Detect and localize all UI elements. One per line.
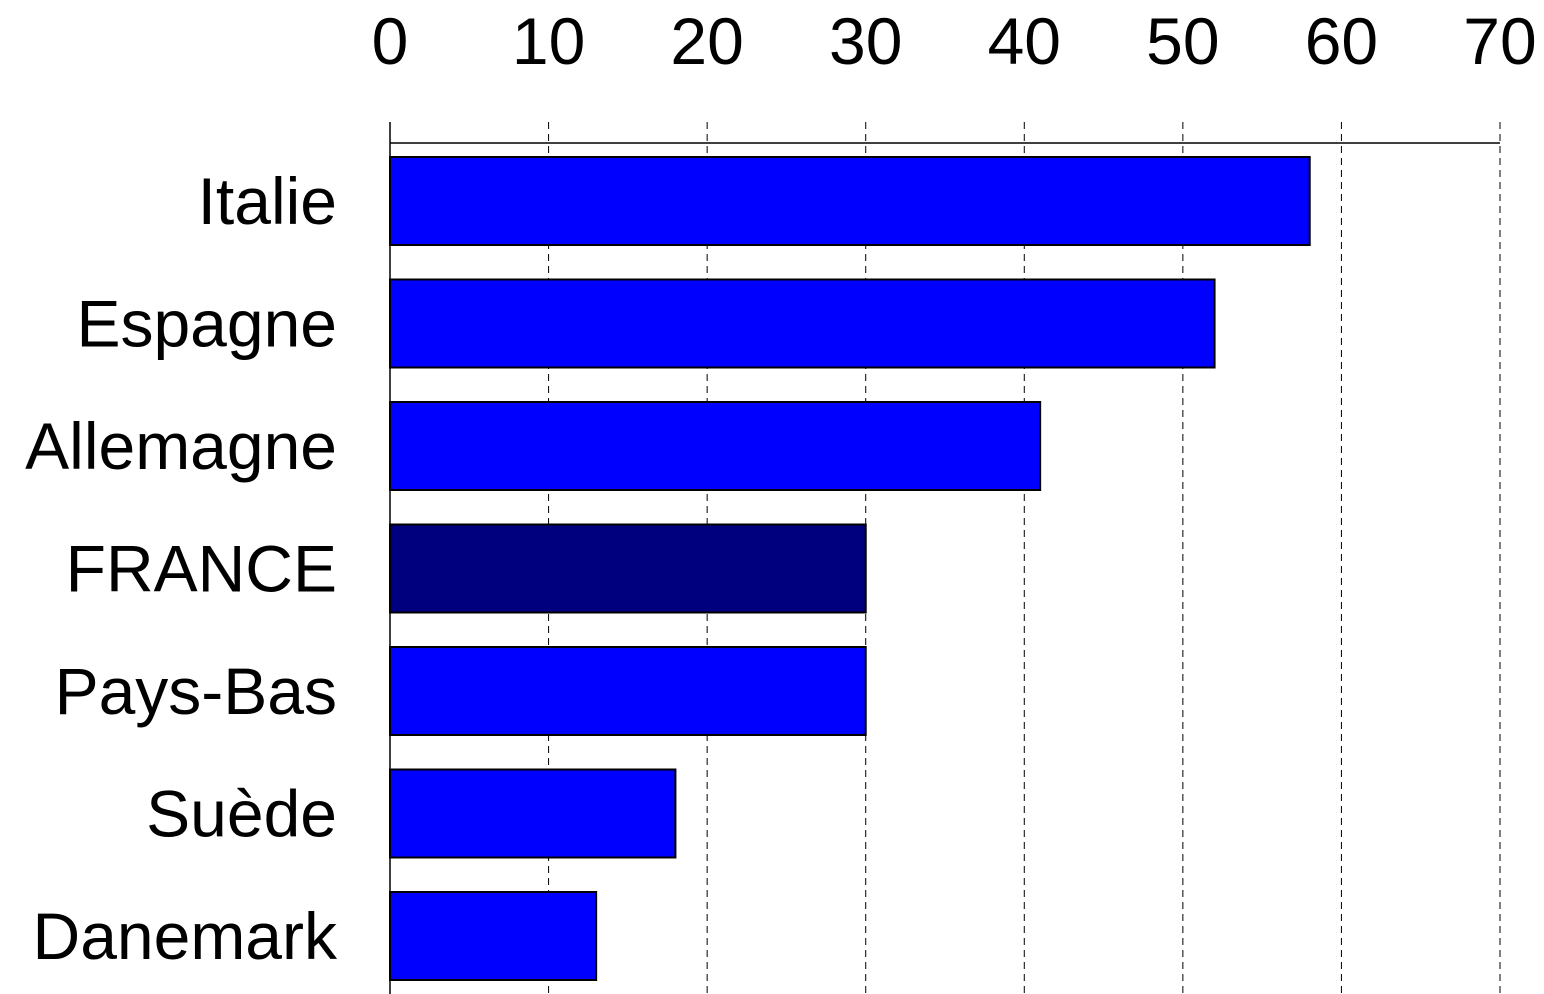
- category-label-allemagne: Allemagne: [25, 409, 337, 483]
- bar-pays-bas: [389, 646, 867, 736]
- bar-france: [389, 523, 867, 614]
- bar-suede: [389, 768, 677, 859]
- x-tick-label-30: 30: [829, 4, 902, 78]
- category-label-italie: Italie: [198, 164, 337, 238]
- category-label-suede: Suède: [146, 777, 337, 851]
- x-tick-label-50: 50: [1146, 4, 1219, 78]
- bar-danemark: [389, 891, 598, 981]
- x-tick-label-70: 70: [1463, 4, 1536, 78]
- bar-allemagne: [389, 401, 1042, 491]
- bar-espagne: [389, 278, 1216, 369]
- category-label-danemark: Danemark: [33, 899, 338, 973]
- x-tick-label-20: 20: [670, 4, 743, 78]
- x-tick-label-60: 60: [1305, 4, 1378, 78]
- x-tick-labels: 0 10 20 30 40 50 60 70: [372, 4, 1537, 78]
- category-label-france: FRANCE: [66, 532, 337, 606]
- x-tick-label-10: 10: [512, 4, 585, 78]
- bar-italie: [389, 156, 1311, 246]
- category-label-pays-bas: Pays-Bas: [55, 654, 337, 728]
- category-labels: Italie Espagne Allemagne FRANCE Pays-Bas Suèd…: [25, 164, 338, 973]
- category-label-espagne: Espagne: [76, 287, 337, 361]
- x-tick-label-40: 40: [988, 4, 1061, 78]
- x-tick-label-0: 0: [372, 4, 409, 78]
- bars: [389, 156, 1311, 981]
